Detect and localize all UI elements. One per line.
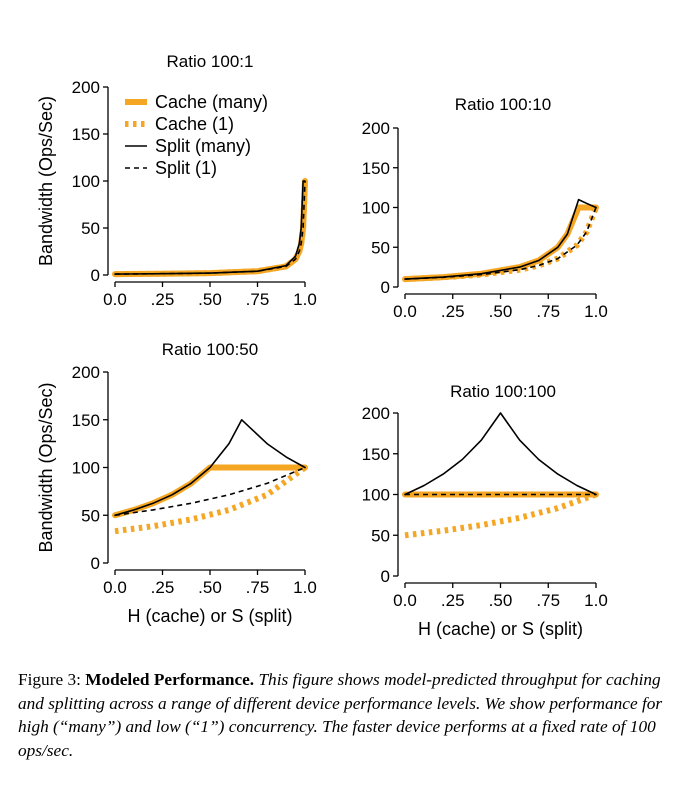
x-tick-label: .25 — [441, 591, 465, 610]
y-tick-label: 0 — [381, 278, 390, 297]
y-tick-label: 100 — [72, 459, 100, 478]
figure-caption: Figure 3: Modeled Performance. This figu… — [18, 668, 673, 762]
y-tick-label: 100 — [72, 172, 100, 191]
y-tick-label: 50 — [81, 506, 100, 525]
legend-label: Split (1) — [155, 158, 217, 178]
caption-body: This figure shows model-predicted throug… — [18, 670, 663, 760]
y-tick-label: 50 — [371, 238, 390, 257]
y-tick-label: 100 — [362, 199, 390, 218]
x-tick-label: .25 — [151, 578, 175, 597]
x-tick-label: .75 — [246, 290, 270, 309]
x-tick-label: 1.0 — [293, 290, 317, 309]
x-tick-label: .50 — [489, 591, 513, 610]
chart-panel-4: Ratio 100:100 0 50 100 150 200 0.0 .25 .50 .75 1.0… — [362, 382, 608, 639]
legend: Cache (many)Cache (1)Split (many)Split (… — [125, 92, 268, 178]
x-tick-label: .50 — [198, 578, 222, 597]
x-tick-label: .75 — [536, 591, 560, 610]
y-tick-label: 100 — [362, 486, 390, 505]
y-tick-label: 200 — [362, 119, 390, 138]
x-axis-label: H (cache) or S (split) — [127, 606, 292, 626]
y-tick-label: 0 — [91, 266, 100, 285]
x-tick-label: 1.0 — [584, 302, 608, 321]
series-line-split-1 — [404, 207, 597, 280]
series-line-cache-many — [402, 204, 599, 283]
y-axis-label: Bandwidth (Ops/Sec) — [36, 96, 56, 266]
panel-title: Ratio 100:10 — [455, 95, 551, 114]
y-tick-label: 150 — [362, 445, 390, 464]
series-line-split-many — [404, 198, 597, 280]
series-line-split-many — [114, 180, 306, 275]
chart-panel-2: Ratio 100:10 0 50 100 150 200 0.0 .25 .50 .75 1.0 — [362, 95, 608, 321]
y-tick-label: 0 — [91, 554, 100, 573]
x-tick-label: .25 — [441, 302, 465, 321]
x-tick-label: .25 — [151, 290, 175, 309]
y-tick-label: 0 — [381, 567, 390, 586]
y-tick-label: 150 — [72, 411, 100, 430]
x-tick-label: 0.0 — [393, 302, 417, 321]
x-tick-label: 0.0 — [393, 591, 417, 610]
series-line-cache-many — [112, 178, 308, 278]
series-line-cache-1 — [114, 465, 307, 535]
legend-label: Cache (many) — [155, 92, 268, 112]
x-tick-label: 0.0 — [103, 290, 127, 309]
x-tick-label: 0.0 — [103, 578, 127, 597]
legend-label: Split (many) — [155, 136, 251, 156]
x-tick-label: 1.0 — [584, 591, 608, 610]
panel-title: Ratio 100:100 — [450, 382, 556, 401]
caption-title: Modeled Performance. — [85, 670, 255, 689]
x-tick-label: .75 — [246, 578, 270, 597]
x-tick-label: 1.0 — [293, 578, 317, 597]
panel-title: Ratio 100:1 — [167, 52, 254, 71]
panel-title: Ratio 100:50 — [162, 340, 258, 359]
y-tick-label: 150 — [72, 125, 100, 144]
x-tick-label: .75 — [536, 302, 560, 321]
legend-label: Cache (1) — [155, 114, 234, 134]
x-axis-label: H (cache) or S (split) — [418, 619, 583, 639]
y-axis-label: Bandwidth (Ops/Sec) — [36, 382, 56, 552]
series-line-split-many — [404, 412, 597, 496]
y-tick-label: 200 — [362, 404, 390, 423]
series-line-cache-1 — [404, 491, 598, 539]
x-tick-label: .50 — [198, 290, 222, 309]
y-tick-label: 50 — [81, 219, 100, 238]
series-line-cache-1 — [114, 180, 308, 278]
series-line-split-1 — [114, 180, 306, 275]
x-tick-label: .50 — [489, 302, 513, 321]
y-tick-label: 150 — [362, 159, 390, 178]
chart-panel-3: Ratio 100:50 0 50 100 150 200 0.0 .25 .50 .75 1.0 B… — [36, 340, 317, 626]
y-tick-label: 50 — [371, 526, 390, 545]
y-tick-label: 200 — [72, 363, 100, 382]
series-line-split-1 — [114, 466, 306, 517]
caption-figure-number: Figure 3: — [18, 670, 86, 689]
chart-panel-1: Ratio 100:1 0 50 100 150 200 0.0 .25 .50 .75 1.0 Ba… — [36, 52, 317, 309]
series-line-split-many — [114, 418, 306, 517]
y-tick-label: 200 — [72, 78, 100, 97]
series-line-cache-many — [112, 464, 308, 519]
